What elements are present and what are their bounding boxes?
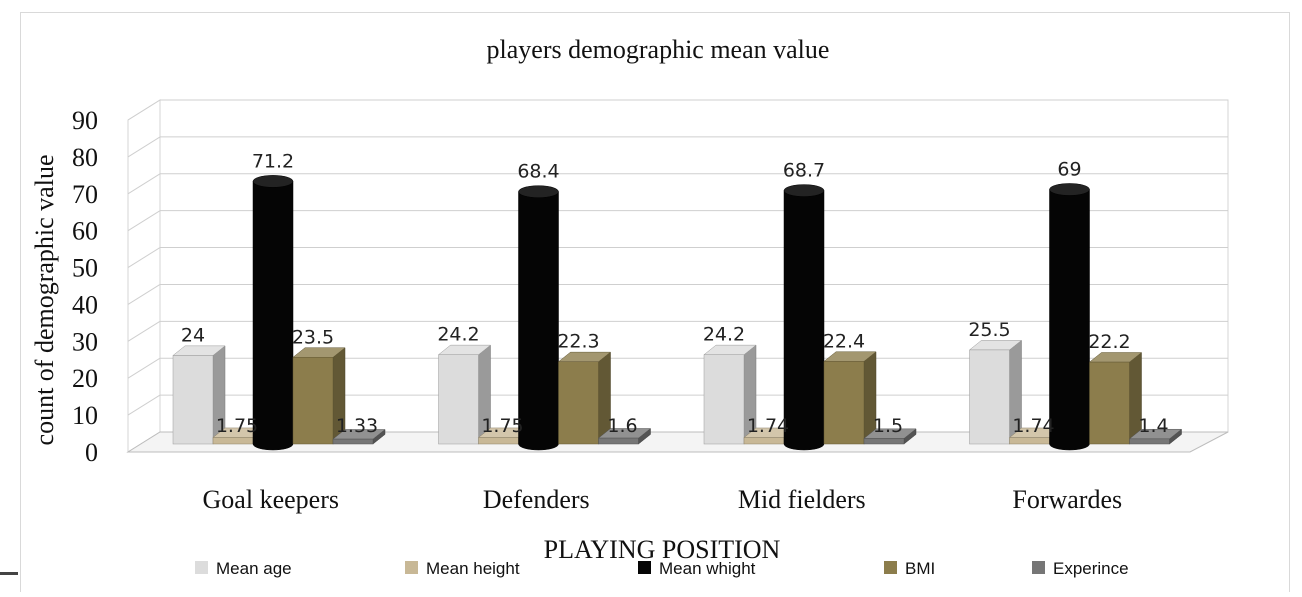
data-label-mid-fielders-mean-age: 24.2	[703, 324, 745, 346]
y-tick-label: 0	[85, 438, 98, 467]
legend-swatch	[884, 561, 897, 574]
data-label-goal-keepers-experince: 1.33	[336, 415, 378, 437]
legend-label: Mean height	[426, 559, 520, 578]
data-label-defenders-mean-whight: 68.4	[517, 161, 559, 183]
data-label-mid-fielders-mean-whight: 68.7	[783, 160, 825, 182]
y-tick-label: 30	[72, 327, 98, 356]
data-label-forwardes-mean-age: 25.5	[968, 319, 1010, 341]
data-label-forwardes-bmi: 22.2	[1088, 331, 1130, 353]
data-label-defenders-bmi: 22.3	[557, 331, 599, 353]
legend-label: Mean age	[216, 559, 292, 578]
y-axis-label: count of demographic value	[30, 155, 59, 446]
bar-defenders-mean-whight	[519, 186, 559, 450]
data-label-defenders-mean-height: 1.75	[481, 415, 523, 437]
y-tick-label: 20	[72, 364, 98, 393]
category-label-goal-keepers: Goal keepers	[203, 485, 339, 514]
y-tick-label: 10	[72, 401, 98, 430]
y-tick-label: 70	[72, 180, 98, 209]
legend-swatch	[405, 561, 418, 574]
data-label-forwardes-experince: 1.4	[1138, 415, 1168, 437]
legend-label: Mean whight	[659, 559, 756, 578]
y-tick-label: 90	[72, 106, 98, 135]
category-label-defenders: Defenders	[483, 485, 590, 514]
bar-forwardes-bmi	[1090, 353, 1142, 444]
legend-label: Experince	[1053, 559, 1129, 578]
y-tick-label: 50	[72, 254, 98, 283]
legend-swatch	[638, 561, 651, 574]
legend-item-mean-age: Mean age	[195, 559, 292, 578]
legend-item-mean-height: Mean height	[405, 559, 520, 578]
legend-swatch	[195, 561, 208, 574]
bar-defenders-bmi	[559, 352, 611, 444]
data-label-forwardes-mean-height: 1.74	[1012, 415, 1054, 437]
data-label-mid-fielders-experince: 1.5	[873, 415, 903, 437]
bar-mid-fielders-mean-whight	[784, 185, 824, 450]
category-labels: Goal keepers Defenders Mid fielders Forward…	[203, 485, 1123, 514]
legend-swatch	[1032, 561, 1045, 574]
data-label-forwardes-mean-whight: 69	[1057, 158, 1081, 180]
legend: Mean age Mean height Mean whight BMI Experin…	[195, 559, 1129, 578]
y-tick-label: 60	[72, 217, 98, 246]
data-label-defenders-experince: 1.6	[607, 415, 637, 437]
bar-goal-keepers-mean-whight	[253, 175, 293, 450]
category-label-mid-fielders: Mid fielders	[738, 485, 866, 514]
chart-title: players demographic mean value	[487, 35, 830, 64]
category-label-forwardes: Forwardes	[1012, 485, 1122, 514]
y-tick-label: 80	[72, 143, 98, 172]
data-label-mid-fielders-bmi: 22.4	[823, 330, 865, 352]
legend-item-bmi: BMI	[884, 559, 935, 578]
legend-item-experince: Experince	[1032, 559, 1129, 578]
data-label-goal-keepers-mean-height: 1.75	[216, 415, 258, 437]
y-tick-labels: 0 10 20 30 40 50 60 70 80 90	[72, 106, 98, 467]
data-label-goal-keepers-bmi: 23.5	[292, 326, 334, 348]
data-label-defenders-mean-age: 24.2	[437, 324, 479, 346]
data-label-goal-keepers-mean-age: 24	[181, 324, 205, 346]
bar-mid-fielders-bmi	[824, 352, 876, 444]
data-label-goal-keepers-mean-whight: 71.2	[252, 150, 294, 172]
bar-forwardes-mean-whight	[1050, 183, 1090, 450]
legend-label: BMI	[905, 559, 935, 578]
data-label-mid-fielders-mean-height: 1.74	[747, 415, 789, 437]
y-tick-label: 40	[72, 290, 98, 319]
side-wall	[128, 100, 160, 452]
